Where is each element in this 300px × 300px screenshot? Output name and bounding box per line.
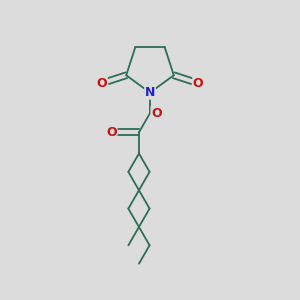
Text: O: O: [97, 77, 107, 90]
Text: O: O: [151, 107, 162, 120]
Text: O: O: [193, 77, 203, 90]
Text: O: O: [106, 126, 117, 139]
Text: N: N: [145, 86, 155, 99]
